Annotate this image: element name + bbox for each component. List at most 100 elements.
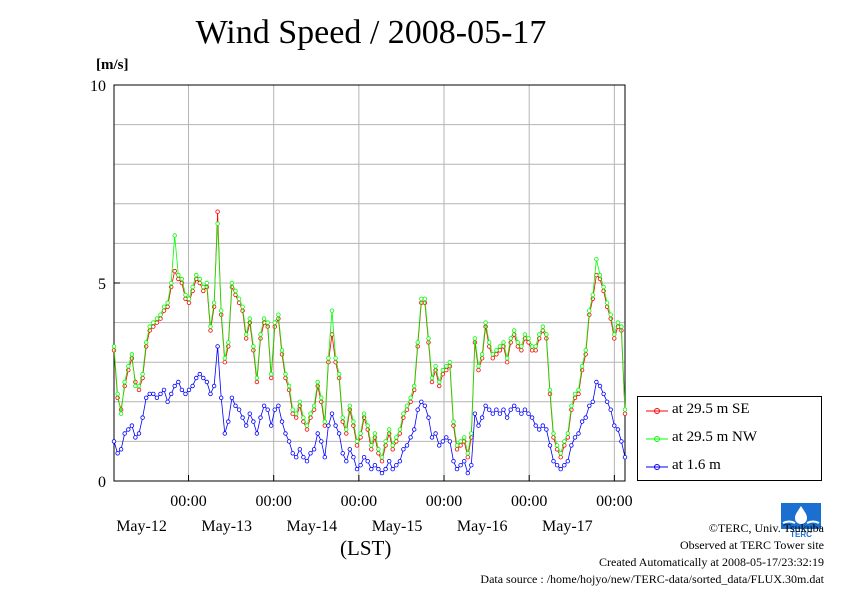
data-point-1-6m	[487, 407, 492, 412]
data-point-1-6m	[372, 463, 378, 468]
data-point-1-6m	[179, 387, 185, 393]
x-day-label: May-13	[201, 518, 252, 535]
data-point-1-6m	[329, 411, 335, 416]
data-point-1-6m	[429, 435, 435, 440]
data-point-nw	[558, 451, 563, 456]
data-point-nw	[154, 316, 160, 321]
data-point-1-6m	[619, 439, 624, 444]
data-point-1-6m	[594, 379, 599, 385]
data-point-1-6m	[111, 439, 117, 444]
data-point-1-6m	[426, 415, 431, 420]
data-point-se	[165, 304, 170, 309]
data-point-1-6m	[301, 455, 306, 460]
data-point-1-6m	[322, 455, 327, 460]
data-point-se	[429, 379, 435, 385]
data-point-nw	[301, 415, 306, 420]
data-point-se	[497, 348, 503, 353]
data-point-nw	[190, 284, 195, 290]
data-point-1-6m	[604, 399, 610, 404]
data-point-nw	[336, 371, 342, 377]
legend-marker-se	[646, 408, 668, 414]
data-point-1-6m	[172, 383, 177, 389]
data-point-1-6m	[326, 423, 331, 428]
data-point-se	[576, 391, 581, 397]
data-point-1-6m	[344, 459, 349, 464]
data-point-nw	[286, 383, 292, 389]
data-point-nw	[233, 288, 238, 294]
data-point-1-6m	[512, 403, 517, 408]
data-point-1-6m	[136, 431, 142, 436]
data-point-nw	[462, 435, 467, 440]
data-point-1-6m	[286, 439, 292, 444]
x-day-label: May-17	[542, 518, 593, 535]
data-point-nw	[440, 367, 445, 373]
data-point-1-6m	[122, 431, 127, 436]
data-point-nw	[587, 308, 592, 313]
data-point-1-6m	[190, 383, 195, 389]
data-point-1-6m	[283, 431, 288, 436]
data-point-se	[136, 387, 142, 393]
data-point-nw	[372, 431, 378, 436]
data-point-1-6m	[294, 455, 299, 460]
data-point-1-6m	[419, 399, 424, 404]
data-point-1-6m	[515, 407, 520, 412]
data-point-nw	[476, 364, 481, 369]
data-point-se	[176, 276, 181, 282]
x-day-label: May-14	[287, 518, 338, 535]
data-point-1-6m	[118, 447, 124, 452]
data-point-1-6m	[508, 407, 513, 412]
data-point-1-6m	[476, 423, 481, 428]
data-point-nw	[412, 383, 417, 389]
data-point-1-6m	[529, 415, 535, 420]
data-point-1-6m	[254, 431, 260, 436]
data-point-nw	[519, 344, 524, 349]
y-tick-label: 10	[90, 78, 106, 95]
x-tick-label: 00:00	[341, 493, 377, 510]
data-point-nw	[394, 435, 399, 440]
data-point-1-6m	[247, 411, 252, 416]
y-tick-label: 5	[98, 276, 106, 293]
data-point-nw	[597, 272, 603, 278]
data-point-nw	[472, 336, 478, 341]
data-point-1-6m	[265, 407, 270, 412]
data-point-se	[454, 447, 460, 452]
plot-frame	[113, 84, 626, 482]
y-unit-label: [m/s]	[96, 57, 129, 73]
data-point-nw	[490, 352, 495, 357]
data-point-nw	[351, 419, 356, 424]
data-point-se	[243, 336, 249, 341]
data-point-nw	[297, 399, 302, 404]
data-point-nw	[344, 427, 349, 432]
data-point-nw	[515, 340, 520, 345]
data-point-nw	[465, 451, 470, 456]
legend-label-1-6m: at 1.6 m	[672, 457, 721, 473]
data-point-nw	[469, 431, 474, 436]
data-point-1-6m	[133, 435, 138, 440]
credit-observed: Observed at TERC Tower site	[679, 538, 824, 552]
data-point-nw	[408, 395, 413, 400]
data-point-1-6m	[412, 427, 417, 432]
data-point-se	[158, 316, 163, 321]
data-point-nw	[201, 284, 206, 290]
data-point-1-6m	[290, 451, 295, 456]
data-point-se	[558, 455, 563, 460]
data-point-1-6m	[390, 466, 395, 472]
data-point-nw	[494, 348, 499, 353]
data-point-nw	[276, 312, 281, 317]
data-point-1-6m	[451, 459, 456, 464]
data-point-1-6m	[462, 459, 467, 464]
data-point-1-6m	[483, 403, 488, 408]
data-point-nw	[526, 336, 531, 341]
data-point-1-6m	[454, 466, 460, 472]
data-point-1-6m	[269, 423, 274, 428]
data-point-nw	[554, 443, 560, 448]
data-point-1-6m	[394, 463, 399, 468]
data-point-nw	[358, 431, 363, 436]
terc-logo-icon: TERC	[781, 503, 821, 539]
data-point-1-6m	[504, 415, 510, 420]
data-point-1-6m	[465, 470, 470, 476]
data-point-1-6m	[336, 431, 342, 436]
data-point-1-6m	[193, 375, 199, 381]
data-point-se	[622, 411, 628, 416]
data-point-nw	[619, 324, 624, 329]
